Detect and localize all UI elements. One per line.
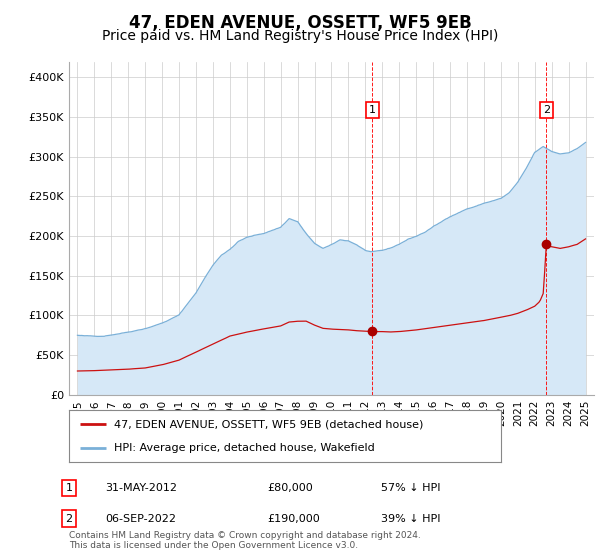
Text: HPI: Average price, detached house, Wakefield: HPI: Average price, detached house, Wake… [115,443,375,453]
Text: 47, EDEN AVENUE, OSSETT, WF5 9EB (detached house): 47, EDEN AVENUE, OSSETT, WF5 9EB (detach… [115,419,424,430]
Text: £190,000: £190,000 [267,514,320,524]
Text: 39% ↓ HPI: 39% ↓ HPI [381,514,440,524]
Text: 2: 2 [542,105,550,115]
Text: 1: 1 [65,483,73,493]
Text: 47, EDEN AVENUE, OSSETT, WF5 9EB: 47, EDEN AVENUE, OSSETT, WF5 9EB [128,14,472,32]
Text: Contains HM Land Registry data © Crown copyright and database right 2024.
This d: Contains HM Land Registry data © Crown c… [69,530,421,550]
Text: 2: 2 [65,514,73,524]
Text: 1: 1 [369,105,376,115]
Text: 31-MAY-2012: 31-MAY-2012 [105,483,177,493]
Text: 57% ↓ HPI: 57% ↓ HPI [381,483,440,493]
Text: Price paid vs. HM Land Registry's House Price Index (HPI): Price paid vs. HM Land Registry's House … [102,29,498,43]
Text: 06-SEP-2022: 06-SEP-2022 [105,514,176,524]
Text: £80,000: £80,000 [267,483,313,493]
